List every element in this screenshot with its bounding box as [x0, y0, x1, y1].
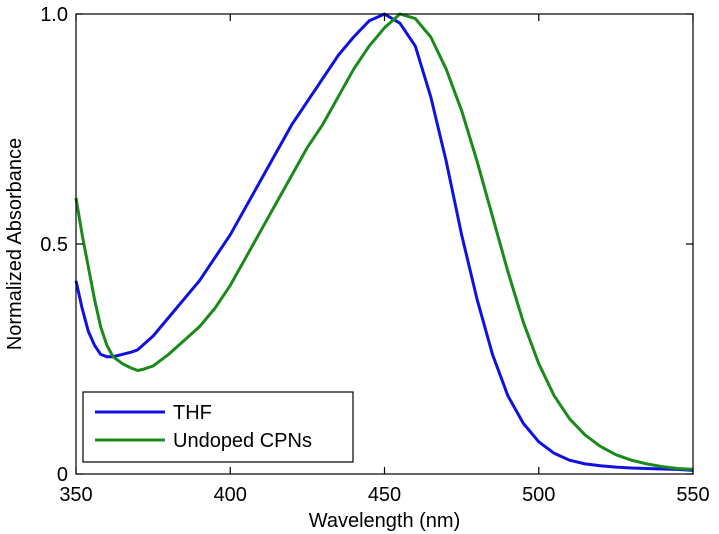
x-tick-label-400: 400: [214, 484, 247, 506]
y-tick-label-0: 0: [57, 464, 68, 486]
series-line-thf: [74, 12, 694, 472]
x-axis-label: Wavelength (nm): [309, 510, 461, 532]
legend-label-thf: THF: [173, 402, 212, 424]
y-tick-label-0-5: 0.5: [40, 234, 68, 256]
series-line-undoped-cpns: [74, 12, 694, 471]
axis-ticks: [75, 13, 694, 475]
y-tick-label-1: 1.0: [40, 4, 68, 26]
x-tick-label-500: 500: [522, 484, 555, 506]
legend-label-undoped-cpns: Undoped CPNs: [173, 430, 312, 452]
series-lines: [74, 12, 694, 472]
legend: THF Undoped CPNs: [82, 391, 354, 463]
x-tick-label-450: 450: [368, 484, 401, 506]
x-tick-label-350: 350: [59, 484, 92, 506]
legend-box: [82, 391, 354, 463]
axis-tick-labels: 350 400 450 500 550 0 0.5 1.0: [40, 4, 710, 506]
x-tick-label-550: 550: [676, 484, 709, 506]
y-axis-label: Normalized Absorbance: [4, 138, 26, 350]
